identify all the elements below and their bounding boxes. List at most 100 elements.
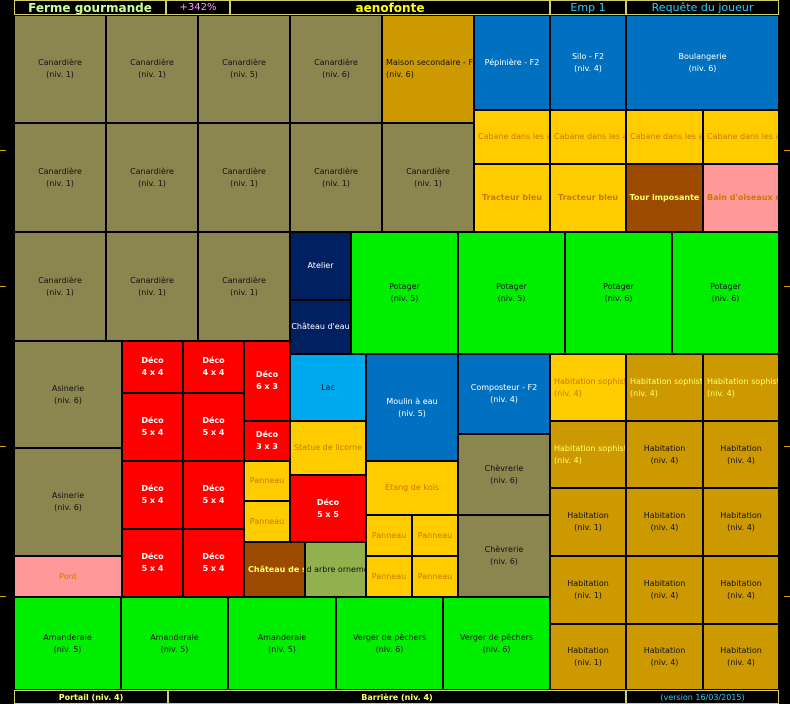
tile-verger-pechers[interactable]: Verger de pêchers (niv. 6) (336, 597, 443, 690)
tile-habitation-sophistiquee[interactable]: Habitation sophistiquée (niv. 4) (703, 354, 779, 421)
tile-potager[interactable]: Potager (niv. 5) (351, 232, 458, 354)
tile-habitation-sophistiquee[interactable]: Habitation sophistiquée (niv. 4) (550, 421, 626, 488)
tile-statue-licorne[interactable]: Statue de licorne (290, 421, 366, 475)
tile-chevrerie[interactable]: Chèvrerie (niv. 6) (458, 515, 550, 597)
tile-level: (niv. 4) (630, 388, 658, 398)
tile-potager[interactable]: Potager (niv. 6) (672, 232, 779, 354)
tile-deco[interactable]: Déco 4 x 4 (183, 341, 244, 393)
tile-habitation[interactable]: Habitation (niv. 4) (703, 556, 779, 624)
tile-level: (niv. 1) (322, 178, 350, 188)
tile-atelier[interactable]: Atelier (290, 232, 351, 300)
tile-level: (niv. 1) (414, 178, 442, 188)
tile-panneau[interactable]: Panneau (244, 501, 290, 542)
tile-panneau[interactable]: Panneau (366, 515, 412, 556)
tile-canardiere[interactable]: Canardière (niv. 6) (290, 15, 382, 123)
edge-tick (784, 286, 790, 287)
tile-canardiere[interactable]: Canardière (niv. 1) (106, 123, 198, 232)
tile-tour[interactable]: Tour imposante (626, 164, 703, 232)
tile-label: Habitation sophistiquée (630, 376, 703, 386)
tile-habitation[interactable]: Habitation (niv. 4) (703, 421, 779, 488)
tile-canardiere[interactable]: Canardière (niv. 1) (14, 15, 106, 123)
tile-lac[interactable]: Lac (290, 354, 366, 421)
tile-canardiere[interactable]: Canardière (niv. 1) (106, 15, 198, 123)
tile-label: Habitation (720, 579, 762, 588)
tile-amanderaie[interactable]: Amanderaie (niv. 5) (121, 597, 228, 690)
tile-chateau-sable[interactable]: Château de sable (244, 542, 305, 597)
tile-pepiniere[interactable]: Pépinière - F2 (474, 15, 550, 110)
tile-amanderaie[interactable]: Amanderaie (niv. 5) (14, 597, 121, 690)
tile-asinerie[interactable]: Asinerie (niv. 6) (14, 448, 122, 556)
tile-boulangerie[interactable]: Boulangerie (niv. 6) (626, 15, 779, 110)
tile-habitation[interactable]: Habitation (niv. 1) (550, 488, 626, 556)
tile-label: Maison secondaire - F2 (386, 58, 474, 67)
edge-tick (0, 446, 6, 447)
tile-deco[interactable]: Déco 5 x 4 (122, 529, 183, 597)
tile-label: Habitation (643, 511, 686, 520)
tile-label: Amanderaie (43, 632, 92, 642)
tile-tracteur[interactable]: Tracteur bleu (474, 164, 550, 232)
tile-cabane[interactable]: Cabane dans les arbres (550, 110, 626, 164)
tile-grand-arbre[interactable]: Grand arbre ornemental (305, 542, 366, 597)
tile-label: Habitation sophistiquée (554, 443, 625, 453)
tile-cabane[interactable]: Cabane dans les arbres (474, 110, 550, 164)
tile-level: (niv. 5) (53, 644, 82, 654)
tile-canardiere[interactable]: Canardière (niv. 1) (198, 232, 290, 341)
tile-habitation[interactable]: Habitation (niv. 4) (626, 421, 703, 488)
tile-habitation[interactable]: Habitation (niv. 4) (626, 488, 703, 556)
tile-potager[interactable]: Potager (niv. 5) (458, 232, 565, 354)
bonus-percent: +342% (166, 0, 230, 15)
tile-canardiere[interactable]: Canardière (niv. 1) (106, 232, 198, 341)
tile-label: Chèvrerie (484, 545, 524, 554)
tile-verger-pechers[interactable]: Verger de pêchers (niv. 6) (443, 597, 550, 690)
tile-silo[interactable]: Silo - F2 (niv. 4) (550, 15, 626, 110)
tile-canardiere[interactable]: Canardière (niv. 1) (382, 123, 474, 232)
tile-canardiere[interactable]: Canardière (niv. 1) (290, 123, 382, 232)
tile-panneau[interactable]: Panneau (412, 556, 458, 597)
tile-habitation-sophistiquee[interactable]: Habitation sophistiquée (niv. 4) (550, 354, 626, 421)
tile-panneau[interactable]: Panneau (366, 556, 412, 597)
tile-canardiere[interactable]: Canardière (niv. 5) (198, 15, 290, 123)
tile-composteur[interactable]: Composteur - F2 (niv. 4) (458, 354, 550, 434)
tile-tracteur[interactable]: Tracteur bleu (550, 164, 626, 232)
tile-habitation-sophistiquee[interactable]: Habitation sophistiquée (niv. 4) (626, 354, 703, 421)
tile-deco[interactable]: Déco 6 x 3 (244, 341, 290, 421)
tile-habitation[interactable]: Habitation (niv. 4) (626, 556, 703, 624)
tile-cabane[interactable]: Cabane dans les arbres (703, 110, 779, 164)
tile-bain-oiseaux[interactable]: Bain d'oiseaux décoratif (703, 164, 779, 232)
tile-label: Canardière (222, 275, 266, 285)
tile-canardiere[interactable]: Canardière (niv. 1) (198, 123, 290, 232)
tile-deco[interactable]: Déco 5 x 4 (183, 529, 244, 597)
tile-habitation[interactable]: Habitation (niv. 1) (550, 624, 626, 690)
tile-level: (niv. 4) (707, 388, 735, 398)
tile-canardiere[interactable]: Canardière (niv. 1) (14, 232, 106, 341)
tile-habitation[interactable]: Habitation (niv. 4) (703, 624, 779, 690)
tile-amanderaie[interactable]: Amanderaie (niv. 5) (228, 597, 336, 690)
tile-deco[interactable]: Déco 5 x 4 (183, 461, 244, 529)
tile-cabane[interactable]: Cabane dans les arbres (626, 110, 703, 164)
tile-chateau-eau[interactable]: Château d'eau (290, 300, 351, 354)
tile-level: (niv. 6) (490, 557, 518, 566)
tile-chevrerie[interactable]: Chèvrerie (niv. 6) (458, 434, 550, 515)
tile-deco[interactable]: Déco 4 x 4 (122, 341, 183, 393)
tile-label: Tracteur bleu (558, 193, 618, 202)
tile-pont[interactable]: Pont (14, 556, 122, 597)
tile-deco[interactable]: Déco 5 x 4 (122, 393, 183, 461)
tile-habitation[interactable]: Habitation (niv. 4) (626, 624, 703, 690)
tile-level: (niv. 1) (46, 70, 74, 79)
tile-moulin[interactable]: Moulin à eau (niv. 5) (366, 354, 458, 461)
tile-deco[interactable]: Déco 5 x 4 (122, 461, 183, 529)
tile-deco[interactable]: Déco 5 x 5 (290, 475, 366, 542)
tile-label: Panneau (371, 571, 407, 581)
tile-asinerie[interactable]: Asinerie (niv. 6) (14, 341, 122, 448)
tile-canardiere[interactable]: Canardière (niv. 1) (14, 123, 106, 232)
tile-label: Cabane dans les arbres (707, 132, 778, 141)
tile-deco[interactable]: Déco 3 x 3 (244, 421, 290, 461)
tile-potager[interactable]: Potager (niv. 6) (565, 232, 672, 354)
tile-habitation[interactable]: Habitation (niv. 4) (703, 488, 779, 556)
tile-deco[interactable]: Déco 5 x 4 (183, 393, 244, 461)
tile-habitation[interactable]: Habitation (niv. 1) (550, 556, 626, 624)
tile-panneau[interactable]: Panneau (412, 515, 458, 556)
tile-panneau[interactable]: Panneau (244, 461, 290, 501)
tile-maison-secondaire[interactable]: Maison secondaire - F2 (niv. 6) (382, 15, 474, 123)
tile-etang[interactable]: Étang de koïs (366, 461, 458, 515)
